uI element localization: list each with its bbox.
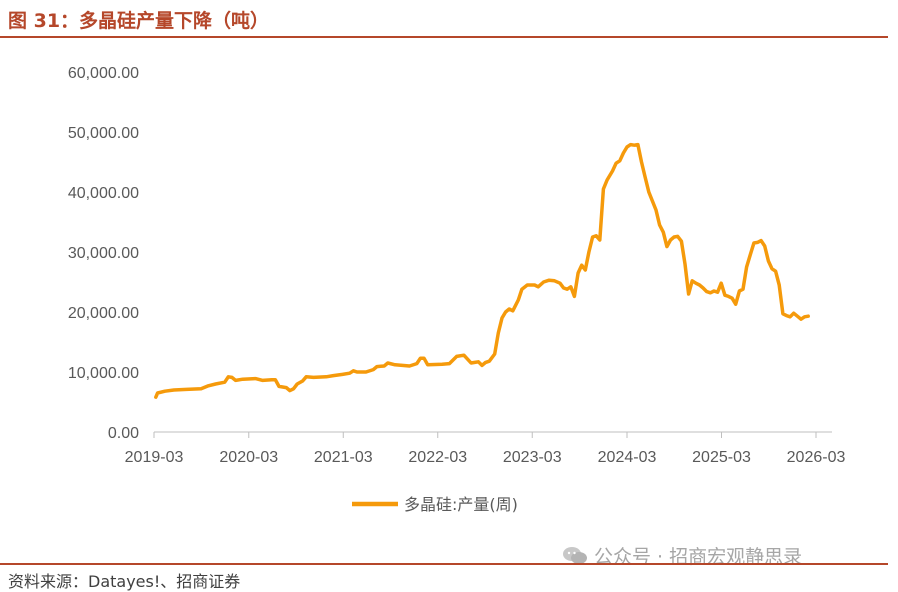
watermark: 公众号 · 招商宏观静思录 [562, 542, 802, 569]
plot-area [154, 142, 810, 399]
y-axis: 0.00 10,000.00 20,000.00 30,000.00 40,000.00… [68, 65, 139, 442]
y-tick-label: 10,000.00 [68, 365, 139, 382]
x-tick-label: 2024-03 [598, 449, 657, 466]
watermark-text: 公众号 · 招商宏观静思录 [594, 546, 803, 568]
x-tick-label: 2026-03 [787, 449, 846, 466]
wechat-icon [563, 546, 587, 564]
legend-label: 多晶硅:产量(周) [404, 495, 518, 514]
line-chart: 0.00 10,000.00 20,000.00 30,000.00 40,000.00… [68, 65, 846, 514]
source-note: 资料来源：Datayes!、招商证券 [8, 572, 241, 591]
series-line [154, 142, 810, 399]
footer-divider [0, 563, 888, 565]
figure-title: 图 31：多晶硅产量下降（吨） [8, 10, 270, 32]
x-tick-label: 2023-03 [503, 449, 562, 466]
x-tick-label: 2021-03 [314, 449, 373, 466]
y-tick-label: 40,000.00 [68, 185, 139, 202]
y-tick-label: 50,000.00 [68, 125, 139, 142]
legend: 多晶硅:产量(周) [352, 495, 518, 514]
x-tick-label: 2020-03 [219, 449, 278, 466]
y-tick-label: 20,000.00 [68, 305, 139, 322]
x-tick-label: 2019-03 [125, 449, 184, 466]
x-tick-label: 2025-03 [692, 449, 751, 466]
y-tick-label: 30,000.00 [68, 245, 139, 262]
y-tick-label: 60,000.00 [68, 65, 139, 82]
y-tick-label: 0.00 [108, 425, 139, 442]
title-divider [0, 36, 888, 38]
x-tick-label: 2022-03 [408, 449, 467, 466]
x-axis: 2019-03 2020-03 2021-03 2022-03 2023-03 2024-… [125, 431, 846, 466]
